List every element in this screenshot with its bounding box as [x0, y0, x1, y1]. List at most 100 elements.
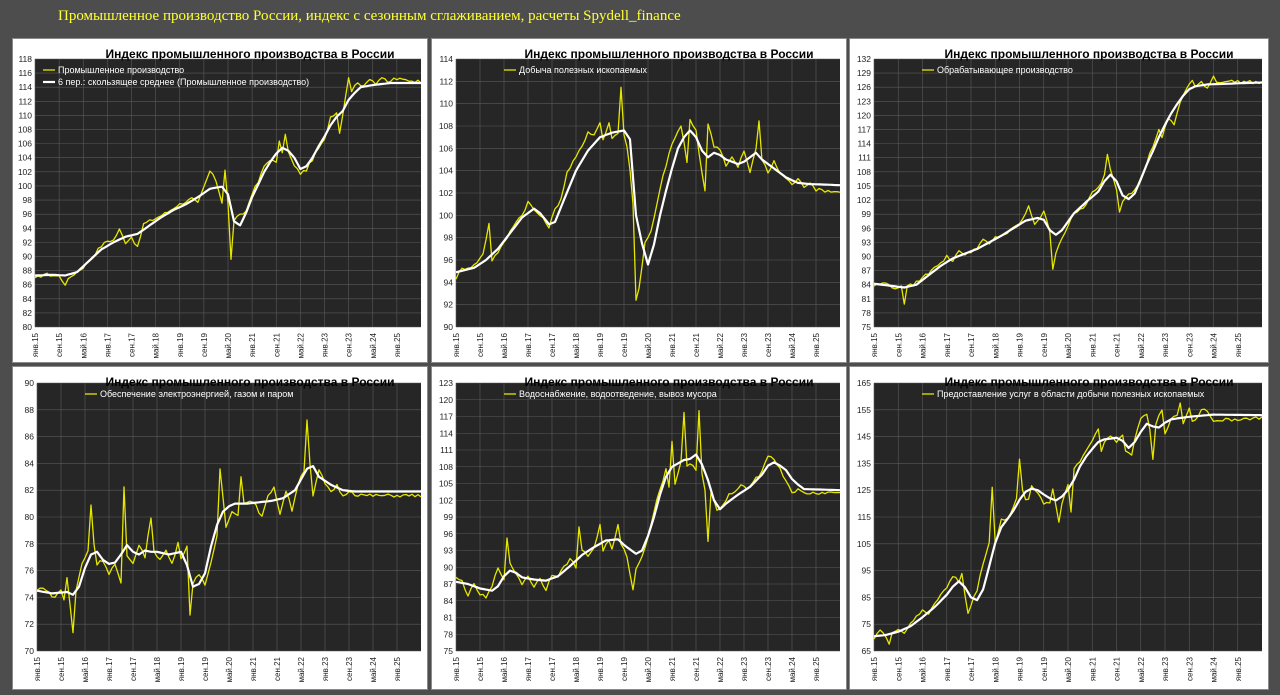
- x-tick-label: сен.15: [476, 656, 485, 681]
- y-tick-label: 110: [18, 110, 32, 120]
- x-tick-label: сен.23: [345, 332, 354, 357]
- series-line-moving-average: [455, 129, 841, 274]
- y-tick-label: 118: [18, 54, 32, 64]
- x-tick-label: сен.15: [55, 332, 64, 357]
- series-line-raw: [455, 86, 841, 301]
- y-tick-label: 114: [439, 428, 453, 438]
- y-tick-label: 120: [857, 110, 871, 120]
- chart-title: Индекс промышленного производства в Росс…: [944, 47, 1234, 61]
- x-tick-label: янв.19: [177, 656, 186, 681]
- x-tick-label: янв.17: [524, 656, 533, 681]
- x-tick-label: май.22: [716, 332, 725, 358]
- y-tick-label: 105: [439, 479, 453, 489]
- y-tick-label: 104: [18, 153, 32, 163]
- x-tick-label: май.18: [153, 656, 162, 682]
- x-tick-label: сен.23: [1185, 332, 1194, 357]
- y-tick-label: 92: [23, 237, 33, 247]
- x-tick-label: май.16: [919, 332, 928, 358]
- x-tick-label: май.16: [500, 332, 509, 358]
- y-tick-label: 99: [862, 209, 872, 219]
- x-tick-label: янв.21: [249, 656, 258, 681]
- x-tick-label: янв.21: [668, 656, 677, 681]
- x-tick-label: янв.17: [943, 656, 952, 681]
- y-tick-label: 132: [857, 54, 871, 64]
- y-tick-label: 75: [862, 322, 872, 332]
- y-tick-label: 135: [857, 458, 871, 468]
- x-tick-label: янв.25: [812, 656, 821, 681]
- x-tick-label: янв.23: [1161, 332, 1170, 357]
- x-tick-label: май.24: [369, 332, 378, 358]
- x-tick-label: май.24: [788, 656, 797, 682]
- series-line-moving-average: [873, 413, 1263, 638]
- chart-panel-water: 75 78 81 84 87 90 93 96 99 102 105 108 111 114 117 120 1…: [431, 366, 847, 690]
- y-tick-label: 90: [444, 322, 454, 332]
- x-tick-label: май.22: [1137, 332, 1146, 358]
- y-tick-label: 100: [439, 210, 453, 220]
- x-tick-label: сен.15: [894, 656, 903, 681]
- x-tick-label: янв.19: [596, 332, 605, 357]
- y-tick-label: 72: [25, 619, 35, 629]
- x-tick-label: янв.23: [740, 656, 749, 681]
- y-tick-label: 90: [23, 251, 33, 261]
- x-tick-label: сен.23: [764, 332, 773, 357]
- legend-entry: Обрабатывающее производство: [937, 65, 1073, 75]
- chart-title: Индекс промышленного производства в Росс…: [105, 375, 395, 389]
- x-tick-label: янв.15: [870, 656, 879, 681]
- series-line-raw: [873, 402, 1263, 645]
- y-tick-label: 145: [857, 432, 871, 442]
- y-tick-label: 74: [25, 592, 35, 602]
- y-tick-label: 86: [25, 432, 35, 442]
- chart-svg: 75 78 81 84 87 90 93 96 99 102 105 108 111 114 117 120 1…: [857, 54, 1263, 359]
- x-tick-label: май.18: [572, 332, 581, 358]
- chart-panel-manufacturing: 75 78 81 84 87 90 93 96 99 102 105 108 111 114 117 120 1…: [849, 38, 1269, 363]
- y-tick-label: 100: [18, 181, 32, 191]
- chart-svg: 75 78 81 84 87 90 93 96 99 102 105 108 111 114 117 120 1…: [439, 378, 841, 683]
- x-tick-label: май.20: [1064, 332, 1073, 358]
- y-tick-label: 112: [439, 76, 453, 86]
- y-tick-label: 94: [444, 277, 454, 287]
- chart-svg: 70 72 74 76 78 80 82 84 86 88 90 янв.15 сен.15 май.16…: [25, 378, 422, 683]
- x-tick-label: янв.21: [1088, 332, 1097, 357]
- x-tick-label: май.22: [1137, 656, 1146, 682]
- chart-title: Индекс промышленного производства в Росс…: [105, 47, 395, 61]
- legend-entry: Обеспечение электроэнергией, газом и пар…: [100, 389, 293, 399]
- y-tick-label: 84: [862, 280, 872, 290]
- y-tick-label: 90: [25, 378, 35, 388]
- y-tick-label: 95: [862, 566, 872, 576]
- x-tick-label: сен.15: [57, 656, 66, 681]
- x-tick-label: сен.19: [200, 332, 209, 357]
- legend-entry: 6 пер.: скользящее среднее (Промышленное…: [58, 77, 309, 87]
- legend-entry: Промышленное производство: [58, 65, 184, 75]
- x-tick-label: янв.15: [31, 332, 40, 357]
- y-tick-label: 155: [857, 405, 871, 415]
- y-tick-label: 78: [25, 539, 35, 549]
- x-tick-label: сен.17: [548, 332, 557, 357]
- y-tick-label: 84: [23, 294, 33, 304]
- x-tick-label: май.20: [644, 656, 653, 682]
- x-tick-label: май.24: [788, 332, 797, 358]
- y-tick-label: 87: [862, 266, 872, 276]
- y-tick-label: 88: [25, 405, 35, 415]
- y-tick-label: 105: [857, 539, 871, 549]
- y-tick-label: 105: [857, 181, 871, 191]
- x-tick-label: май.18: [991, 332, 1000, 358]
- y-tick-label: 75: [862, 619, 872, 629]
- x-tick-label: май.20: [1064, 656, 1073, 682]
- x-tick-label: сен.19: [620, 332, 629, 357]
- chart-title: Индекс промышленного производства в Росс…: [944, 375, 1234, 389]
- x-tick-label: янв.25: [1234, 332, 1243, 357]
- series-line-raw: [36, 419, 422, 634]
- y-tick-label: 102: [857, 195, 871, 205]
- y-tick-label: 114: [439, 54, 453, 64]
- x-tick-label: сен.19: [201, 656, 210, 681]
- x-tick-label: май.22: [297, 656, 306, 682]
- y-tick-label: 98: [23, 195, 33, 205]
- page-title: Промышленное производство России, индекс…: [58, 8, 681, 24]
- x-tick-label: сен.17: [967, 656, 976, 681]
- y-tick-label: 129: [857, 68, 871, 78]
- legend-entry: Добыча полезных ископаемых: [519, 65, 647, 75]
- series-line-moving-average: [873, 81, 1263, 289]
- y-tick-label: 126: [857, 82, 871, 92]
- y-tick-label: 111: [858, 153, 871, 163]
- y-tick-label: 108: [18, 125, 32, 135]
